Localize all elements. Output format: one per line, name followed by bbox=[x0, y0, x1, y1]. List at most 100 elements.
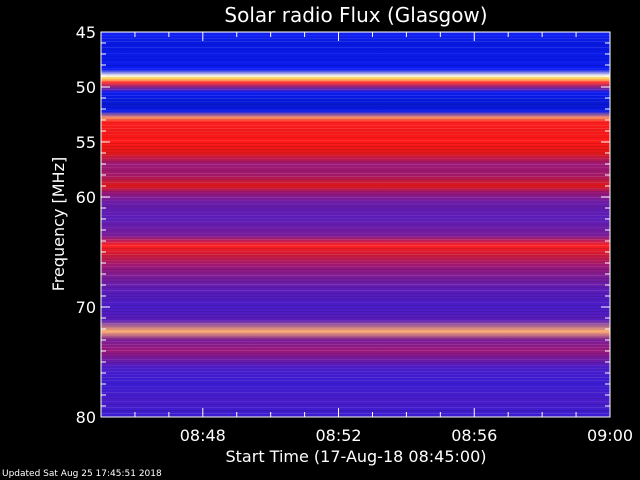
spectrogram-stripe bbox=[101, 95, 610, 96]
spectrogram-stripe bbox=[101, 137, 610, 138]
spectrogram-stripe bbox=[101, 185, 610, 186]
x-axis-ticks: 08:48 08:52 08:56 09:00 bbox=[134, 32, 633, 445]
spectrogram-stripe bbox=[101, 146, 610, 147]
spectrogram-stripe bbox=[101, 44, 610, 45]
spectrogram-stripe bbox=[101, 206, 610, 207]
x-tick-label: 08:48 bbox=[180, 426, 226, 445]
spectrogram-stripe bbox=[101, 269, 610, 270]
spectrogram-stripe bbox=[101, 62, 610, 63]
spectrogram-stripe bbox=[101, 248, 610, 249]
spectrogram-stripe bbox=[101, 182, 610, 183]
spectrogram-stripe bbox=[101, 383, 610, 384]
spectrogram-stripe bbox=[101, 83, 610, 84]
spectrogram-stripe bbox=[101, 134, 610, 135]
spectrogram-stripe bbox=[101, 287, 610, 288]
spectrogram-stripe bbox=[101, 311, 610, 312]
spectrogram-stripe bbox=[101, 338, 610, 339]
spectrogram-stripe bbox=[101, 131, 610, 132]
spectrogram-stripe bbox=[101, 98, 610, 99]
spectrogram-stripe bbox=[101, 329, 610, 330]
spectrogram-stripe bbox=[101, 167, 610, 168]
spectrogram-stripe bbox=[101, 101, 610, 102]
y-tick-label: 50 bbox=[76, 78, 96, 97]
spectrogram-stripe bbox=[101, 371, 610, 372]
y-tick-label: 60 bbox=[76, 188, 96, 207]
spectrogram-stripe bbox=[101, 236, 610, 237]
spectrogram-stripe bbox=[101, 224, 610, 225]
spectrogram-stripe bbox=[101, 305, 610, 306]
spectrogram-stripe bbox=[101, 191, 610, 192]
plot-frame bbox=[100, 31, 611, 418]
spectrogram-stripe bbox=[101, 368, 610, 369]
spectrogram-stripe bbox=[101, 380, 610, 381]
spectrogram-stripe bbox=[101, 56, 610, 57]
spectrogram-stripe bbox=[101, 107, 610, 108]
spectrogram-stripe bbox=[101, 41, 610, 42]
spectrogram-stripe bbox=[101, 245, 610, 246]
spectrogram-stripe bbox=[101, 209, 610, 210]
spectrogram-stripe bbox=[101, 386, 610, 387]
spectrogram-stripe bbox=[101, 401, 610, 402]
spectrogram-stripe bbox=[101, 296, 610, 297]
spectrogram-stripe bbox=[101, 278, 610, 279]
spectrogram-stripe bbox=[101, 53, 610, 54]
x-tick-label: 08:56 bbox=[451, 426, 497, 445]
spectrogram-stripe bbox=[101, 119, 610, 120]
spectrogram-stripe bbox=[101, 92, 610, 93]
spectrogram-stripe bbox=[101, 308, 610, 309]
spectrogram-stripe bbox=[101, 212, 610, 213]
spectrogram-stripe bbox=[101, 170, 610, 171]
spectrogram-stripe bbox=[101, 233, 610, 234]
spectrogram-stripe bbox=[101, 293, 610, 294]
spectrogram-stripe bbox=[101, 215, 610, 216]
spectrogram-stripe bbox=[101, 149, 610, 150]
spectrogram-stripe bbox=[101, 413, 610, 414]
spectrogram-stripe bbox=[101, 332, 610, 333]
spectrogram-stripe bbox=[101, 227, 610, 228]
spectrogram-stripe bbox=[101, 71, 610, 72]
spectrogram-stripe bbox=[101, 50, 610, 51]
x-tick-label: 09:00 bbox=[587, 426, 633, 445]
spectrogram-stripe bbox=[101, 254, 610, 255]
x-axis-label: Start Time (17-Aug-18 08:45:00) bbox=[226, 447, 487, 466]
spectrogram-stripe bbox=[101, 86, 610, 87]
spectrogram-stripe bbox=[101, 365, 610, 366]
spectrogram-plot-area bbox=[101, 32, 610, 417]
spectrogram-stripe bbox=[101, 392, 610, 393]
spectrogram-stripe bbox=[101, 239, 610, 240]
spectrogram-stripe bbox=[101, 266, 610, 267]
spectrogram-stripe bbox=[101, 242, 610, 243]
spectrogram-stripe bbox=[101, 335, 610, 336]
spectrogram-stripe bbox=[101, 164, 610, 165]
x-tick-label: 08:52 bbox=[315, 426, 361, 445]
spectrogram-stripe bbox=[101, 122, 610, 123]
spectrogram-stripe bbox=[101, 353, 610, 354]
spectrogram-stripe bbox=[101, 179, 610, 180]
spectrogram-stripe bbox=[101, 302, 610, 303]
spectrogram-stripe bbox=[101, 317, 610, 318]
spectrogram-stripe bbox=[101, 65, 610, 66]
spectrogram-stripe bbox=[101, 275, 610, 276]
y-tick-label: 80 bbox=[76, 408, 96, 427]
spectrogram-stripe bbox=[101, 155, 610, 156]
spectrogram-stripe bbox=[101, 113, 610, 114]
spectrogram-stripe bbox=[101, 356, 610, 357]
spectrogram-stripe bbox=[101, 35, 610, 36]
spectrogram-stripe bbox=[101, 326, 610, 327]
spectrogram-stripe bbox=[101, 374, 610, 375]
spectrogram-stripe bbox=[101, 188, 610, 189]
spectrogram-stripe bbox=[101, 158, 610, 159]
spectrogram-stripe bbox=[101, 59, 610, 60]
spectrogram-stripe bbox=[101, 347, 610, 348]
y-tick-label: 55 bbox=[76, 133, 96, 152]
spectrogram-stripe bbox=[101, 284, 610, 285]
plot-border bbox=[100, 31, 611, 418]
spectrogram-stripe bbox=[101, 74, 610, 75]
spectrogram-stripe bbox=[101, 299, 610, 300]
spectrogram-stripe bbox=[101, 116, 610, 117]
spectrogram-stripe bbox=[101, 47, 610, 48]
spectrogram-stripe bbox=[101, 143, 610, 144]
spectrogram-stripe bbox=[101, 389, 610, 390]
spectrogram-stripe bbox=[101, 110, 610, 111]
